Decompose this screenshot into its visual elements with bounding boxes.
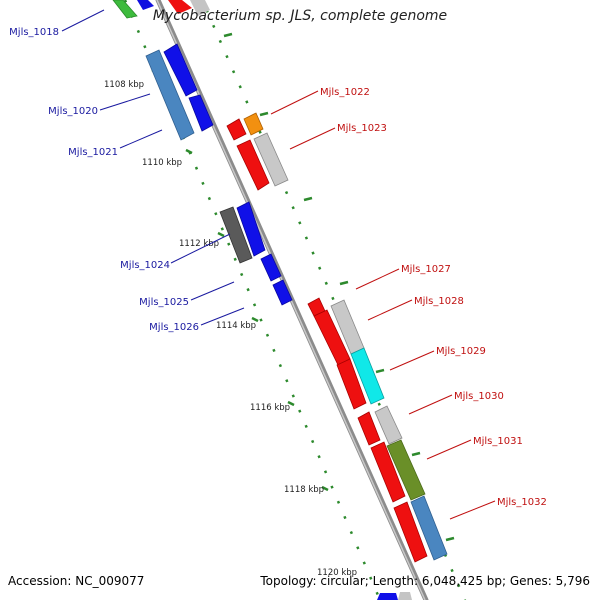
map-title: Mycobacterium sp. JLS, complete genome [152, 8, 448, 24]
dotted-tracks [123, 0, 467, 600]
tick-label-1114: 1114 kbp [216, 321, 256, 331]
gene-arrow-mjls-1023-red[interactable] [236, 139, 270, 191]
gene-arrow-mjls-1018[interactable] [112, 0, 138, 19]
tick-label-1116: 1116 kbp [250, 403, 290, 413]
gene-arrow-mjls-1020-top[interactable] [163, 43, 198, 97]
gene-arrow-mjls-1030[interactable] [374, 405, 403, 445]
gene-label-mjls-1018[interactable]: Mjls_1018 [9, 27, 59, 38]
gene-label-mjls-1027[interactable]: Mjls_1027 [401, 264, 451, 275]
gene-arrow-mjls-1031-red[interactable] [370, 441, 406, 503]
gene-arrow-mjls-1023[interactable] [253, 132, 289, 187]
gene-label-mjls-1031[interactable]: Mjls_1031 [473, 436, 523, 447]
gene-label-mjls-1029[interactable]: Mjls_1029 [436, 346, 486, 357]
gene-arrow-top-red[interactable] [168, 0, 192, 14]
gene-arrow-mjls-1021[interactable] [188, 94, 214, 132]
gene-label-mjls-1021[interactable]: Mjls_1021 [68, 147, 118, 158]
tick-marks [151, 32, 455, 542]
left-leader-lines [61, 9, 245, 326]
inner-strand-genes [112, 0, 412, 600]
right-leader-lines [270, 90, 496, 520]
tick-mark-outer-6 [411, 451, 421, 457]
gene-arrow-mjls-1032[interactable] [410, 495, 448, 561]
tick-mark-outer-4 [339, 280, 349, 286]
outer-strand-genes [226, 112, 448, 563]
genome-summary-text: Topology: circular; Length: 6,048,425 bp… [260, 574, 590, 588]
gene-arrow-mjls-1029-red[interactable] [336, 358, 367, 410]
accession-text: Accession: NC_009077 [8, 574, 145, 588]
gene-label-mjls-1032[interactable]: Mjls_1032 [497, 497, 547, 508]
outer-dotted-track [200, 0, 467, 600]
left-gene-labels: Mjls_1018 Mjls_1020 Mjls_1021 Mjls_1024 … [9, 27, 199, 333]
gene-label-mjls-1023[interactable]: Mjls_1023 [337, 123, 387, 134]
gene-arrow-bottom-blue[interactable] [377, 593, 398, 600]
tick-mark-outer-7 [445, 536, 455, 542]
tick-label-1112: 1112 kbp [179, 239, 219, 249]
gene-arrow-mjls-1022-red[interactable] [226, 118, 247, 141]
tick-label-1110: 1110 kbp [142, 158, 182, 168]
gene-arrow-mjls-1022[interactable] [243, 112, 264, 136]
gene-label-mjls-1022[interactable]: Mjls_1022 [320, 87, 370, 98]
gene-label-mjls-1030[interactable]: Mjls_1030 [454, 391, 504, 402]
tick-mark-1112 [217, 231, 225, 238]
gene-label-mjls-1026[interactable]: Mjls_1026 [149, 322, 199, 333]
tick-mark-outer-3 [303, 196, 313, 202]
gene-arrow-mjls-1024[interactable] [236, 201, 266, 257]
tick-mark-1110 [185, 148, 193, 155]
tick-label-1108: 1108 kbp [104, 80, 144, 90]
tick-mark-outer-2 [259, 111, 269, 117]
gene-arrow-mjls-1026[interactable] [272, 279, 293, 306]
gene-arrow-mjls-1029[interactable] [350, 347, 385, 405]
gene-arrow-top-blue[interactable] [137, 0, 154, 10]
right-gene-labels: Mjls_1022 Mjls_1023 Mjls_1027 Mjls_1028 … [320, 87, 547, 508]
gene-label-mjls-1028[interactable]: Mjls_1028 [414, 296, 464, 307]
gene-arrow-mjls-1024-grey[interactable] [219, 206, 253, 264]
gene-arrow-bottom-grey[interactable] [398, 592, 412, 600]
gene-arrow-mjls-1030-red[interactable] [357, 411, 381, 446]
tick-labels: 1108 kbp 1110 kbp 1112 kbp 1114 kbp 1116… [104, 80, 357, 578]
tick-label-1120: 1120 kbp [317, 568, 357, 578]
tick-mark-1114 [251, 316, 259, 323]
gene-arrow-mjls-1020[interactable] [145, 49, 195, 141]
gene-arrow-mjls-1025[interactable] [260, 253, 282, 282]
gene-arrow-top-grey[interactable] [190, 0, 210, 16]
tick-mark-outer-5 [375, 368, 385, 374]
gene-label-mjls-1020[interactable]: Mjls_1020 [48, 106, 98, 117]
gene-label-mjls-1024[interactable]: Mjls_1024 [120, 260, 170, 271]
gene-label-mjls-1025[interactable]: Mjls_1025 [139, 297, 189, 308]
tick-mark-1118 [321, 485, 329, 492]
tick-mark-outer-1 [223, 32, 233, 38]
tick-mark-1116 [287, 400, 295, 407]
gene-arrow-mjls-1032-red[interactable] [393, 501, 428, 563]
tick-label-1118: 1118 kbp [284, 485, 324, 495]
gene-arrow-mjls-1031[interactable] [386, 439, 426, 501]
